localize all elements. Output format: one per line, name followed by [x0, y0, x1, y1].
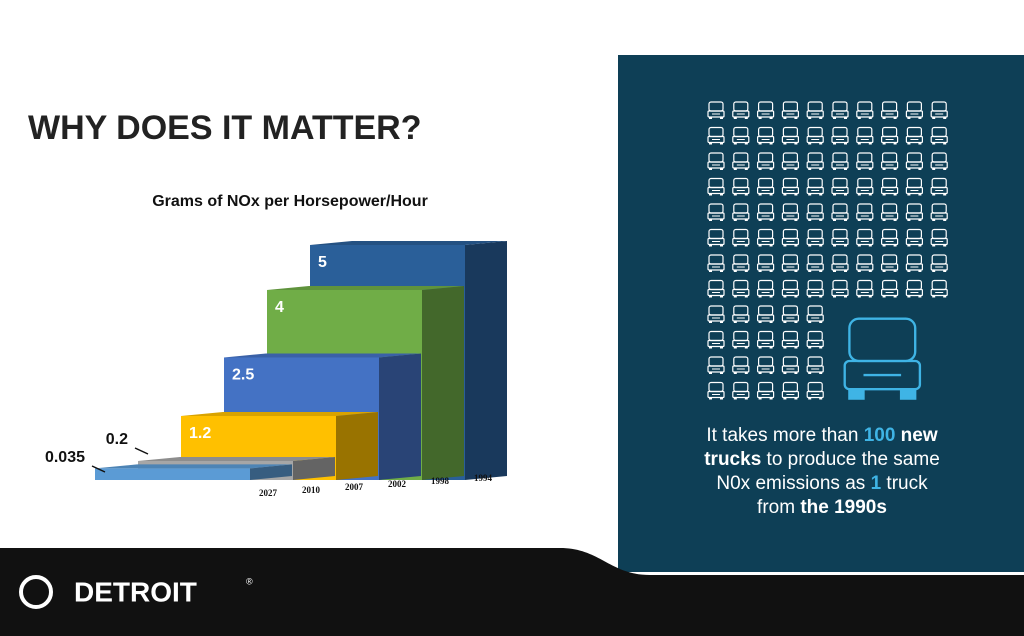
x-tick-label: 2010 [302, 485, 321, 495]
bar [95, 468, 250, 480]
bar-side [465, 241, 507, 480]
bar-top [181, 412, 378, 416]
leader-line [91, 465, 106, 473]
callout-text: new [895, 425, 938, 446]
value-label: 4 [275, 299, 284, 316]
callout-text: N0x emissions as [716, 473, 871, 494]
x-tick-label: 2027 [259, 488, 278, 498]
logo-mark [19, 575, 53, 609]
value-label: 5 [318, 254, 327, 271]
callout-text: from [757, 497, 801, 518]
footer-band [0, 548, 1024, 636]
bar-side [293, 457, 335, 480]
chart-title: Grams of NOx per Horsepower/Hour [152, 193, 428, 210]
info-panel [618, 55, 1024, 572]
bar-side [422, 286, 464, 480]
x-tick-label: 2002 [388, 479, 407, 489]
bar-top [138, 457, 335, 461]
x-tick-label: 1994 [474, 473, 493, 483]
chart: 5 1994 4 1998 2.5 2002 1.2 2007 0.2 2010 0.035 2027 [45, 241, 507, 498]
leader-line [134, 447, 149, 455]
callout-text: trucks [704, 449, 762, 470]
bar-side [379, 353, 421, 480]
callout-text: It takes more than [706, 425, 864, 446]
callout-number: 1 [870, 473, 882, 494]
bar-side [336, 412, 378, 480]
x-tick-label: 1998 [431, 476, 450, 486]
value-label: 0.035 [45, 449, 85, 466]
bar-top [95, 464, 292, 469]
x-tick-label: 2007 [345, 482, 364, 492]
bar-top [310, 241, 507, 245]
slide-title: WHY DOES IT MATTER? [28, 109, 422, 147]
brand-mark: ® [246, 576, 253, 586]
callout-text: truck [881, 473, 928, 494]
callout-text: to produce the same [761, 449, 940, 470]
value-label: 2.5 [232, 367, 254, 384]
value-label: 0.2 [106, 431, 128, 448]
callout-number: 100 [863, 425, 896, 446]
callout-text: the 1990s [800, 497, 887, 518]
brand: DETROIT [74, 576, 197, 607]
bar-side [250, 464, 292, 480]
bar-top [224, 353, 421, 358]
bar-top [267, 286, 464, 290]
callout: It takes more than 100 new trucks to pro… [640, 424, 1004, 520]
value-label: 1.2 [189, 425, 211, 442]
big-truck [843, 317, 922, 400]
